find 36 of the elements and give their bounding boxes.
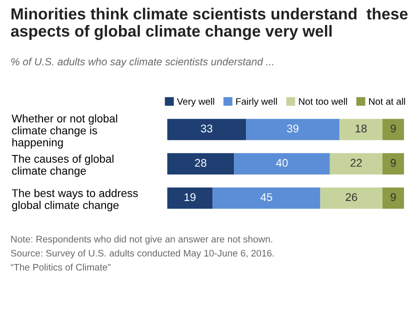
data-label: 45 xyxy=(260,193,272,202)
data-label: 40 xyxy=(276,158,288,167)
data-label: 33 xyxy=(200,124,212,132)
data-label: 18 xyxy=(356,124,367,132)
data-label: 9 xyxy=(390,158,396,167)
bar xyxy=(320,187,383,209)
y-tick-label: The causes of global climate change xyxy=(12,154,114,177)
bar xyxy=(382,153,404,174)
y-tick-label: The best ways to address global climate change xyxy=(12,188,138,212)
bar xyxy=(212,187,320,209)
data-label: 19 xyxy=(184,193,196,202)
text: “The Politics of Climate” xyxy=(10,264,110,271)
legend-label: Fairly well xyxy=(236,98,277,107)
data-label: 9 xyxy=(390,193,396,202)
bar xyxy=(167,187,213,209)
legend-label: Not at all xyxy=(369,98,405,105)
chart-subtitle: % of U.S. adults who say climate scientists understand ... xyxy=(11,58,274,68)
bar xyxy=(246,118,340,140)
y-tick-label: Whether or not global climate change is happening xyxy=(12,114,118,149)
chart-title: Minorities think climate scientists understand these aspects of global climate change very well xyxy=(10,8,408,40)
data-label: 9 xyxy=(390,124,396,132)
bar xyxy=(234,153,330,174)
bar xyxy=(339,118,383,140)
legend-label: Not too well xyxy=(299,98,347,105)
data-label: 26 xyxy=(346,193,358,202)
source-note: Source: Survey of U.S. adults conducted May 10-June 6, 2016. xyxy=(10,250,274,258)
bar xyxy=(382,118,404,140)
text: Note: Respondents who did not give an answer are not shown. xyxy=(11,236,272,244)
bar xyxy=(382,187,404,209)
bar xyxy=(167,153,234,174)
bar xyxy=(167,118,246,140)
bar xyxy=(330,153,383,174)
legend-label: Very well xyxy=(176,98,214,107)
data-label: 39 xyxy=(287,124,298,132)
data-label: 28 xyxy=(195,158,206,167)
data-label: 22 xyxy=(350,158,362,167)
